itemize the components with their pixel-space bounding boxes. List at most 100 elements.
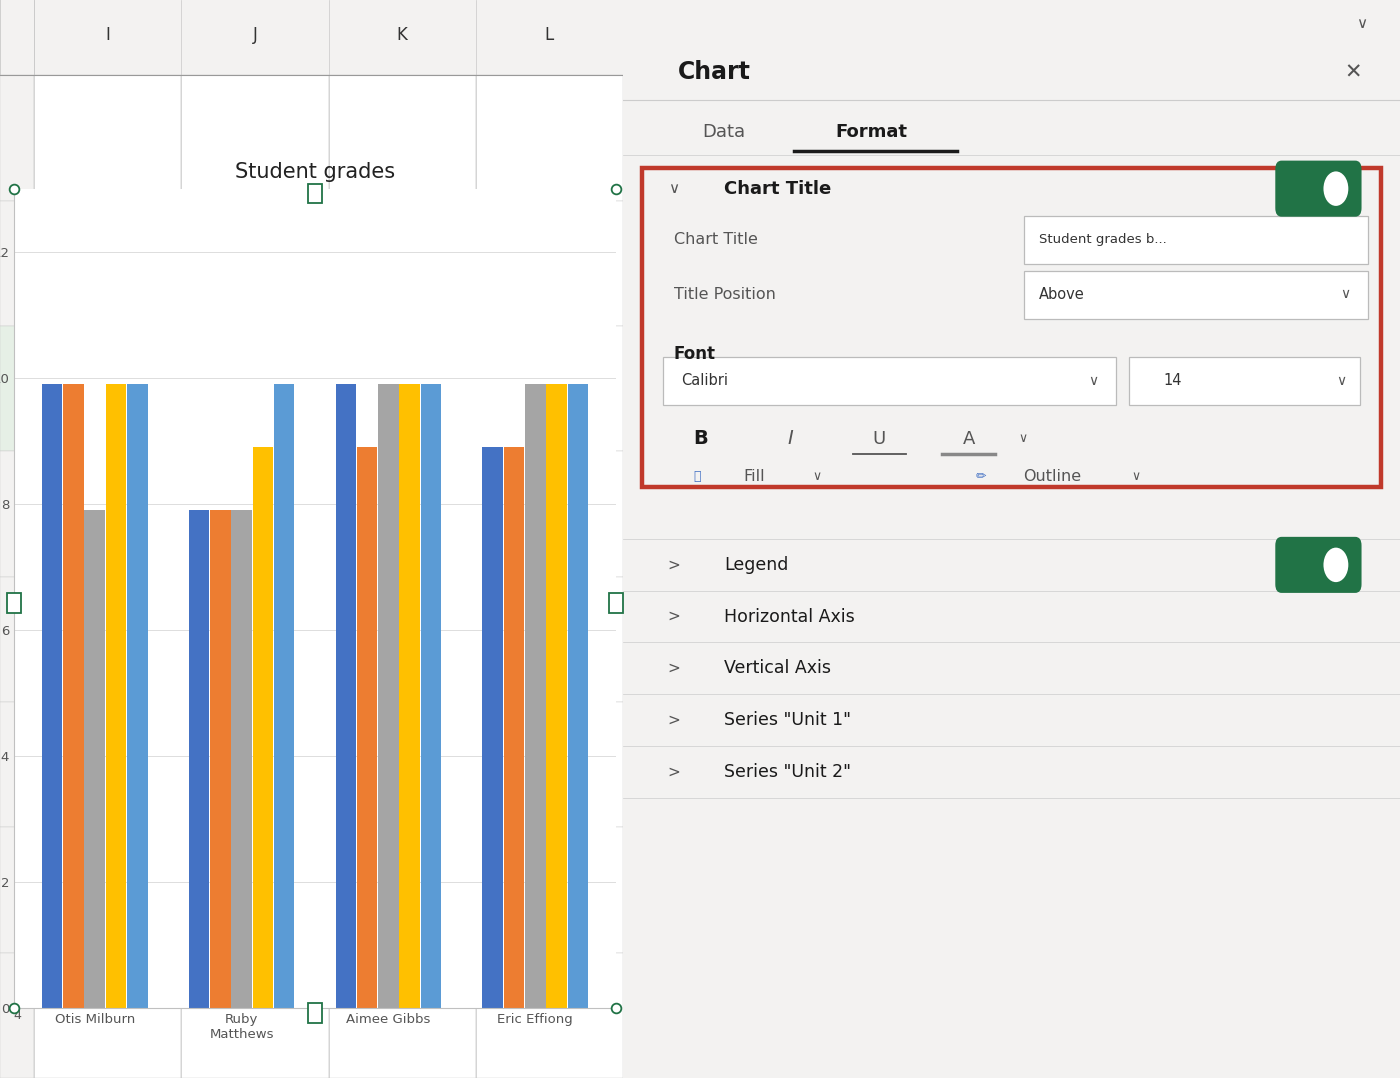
Text: ∨: ∨ (1355, 16, 1366, 31)
FancyBboxPatch shape (1023, 216, 1368, 264)
Circle shape (1323, 171, 1348, 206)
Text: Legend: Legend (724, 556, 788, 573)
Bar (210, 510, 231, 1008)
Bar (308, 1003, 322, 1023)
Bar (34, 953, 182, 1078)
Text: Series "Unit 1": Series "Unit 1" (724, 711, 851, 729)
Bar (0, 326, 34, 452)
Bar (182, 953, 329, 1078)
FancyBboxPatch shape (1275, 161, 1362, 217)
Bar (34, 201, 182, 326)
Bar (7, 593, 21, 613)
Text: Chart Title: Chart Title (673, 232, 757, 247)
Text: K: K (396, 26, 407, 44)
Bar (329, 75, 476, 201)
Text: ∨: ∨ (812, 470, 822, 483)
Bar (106, 384, 126, 1008)
Bar (476, 702, 623, 828)
Bar (182, 577, 329, 702)
Bar (0, 201, 34, 326)
Text: L: L (545, 26, 554, 44)
FancyBboxPatch shape (643, 168, 1380, 487)
Text: ✕: ✕ (1344, 63, 1362, 82)
Text: Calibri: Calibri (682, 373, 728, 388)
Text: Series "Unit 2": Series "Unit 2" (724, 763, 851, 780)
Bar (399, 384, 420, 1008)
Text: 6: 6 (13, 633, 21, 646)
Text: J: J (252, 26, 258, 44)
Text: U: U (872, 430, 886, 447)
Text: Font: Font (673, 345, 715, 362)
Text: 14: 14 (1163, 373, 1182, 388)
Bar (34, 326, 182, 452)
Bar (329, 201, 476, 326)
Bar (329, 702, 476, 828)
FancyBboxPatch shape (662, 357, 1116, 405)
Text: 2: 2 (13, 884, 21, 897)
Bar (567, 384, 588, 1008)
Bar (84, 510, 105, 1008)
Bar (476, 828, 623, 953)
Text: >: > (668, 557, 680, 572)
Bar (476, 953, 623, 1078)
Bar (546, 384, 567, 1008)
Bar (504, 447, 524, 1008)
Text: ∨: ∨ (1131, 470, 1141, 483)
Bar (231, 510, 252, 1008)
Bar (476, 201, 623, 326)
Bar (0, 0, 34, 75)
Bar (329, 577, 476, 702)
Bar (34, 75, 182, 201)
Bar (329, 452, 476, 577)
Text: ∨: ∨ (668, 181, 679, 196)
Bar (476, 326, 623, 452)
Bar (0, 702, 34, 828)
Text: Title Position: Title Position (673, 287, 776, 302)
Bar (421, 384, 441, 1008)
Bar (0, 75, 34, 201)
Text: I: I (787, 429, 792, 448)
FancyBboxPatch shape (1128, 357, 1361, 405)
Bar (0, 452, 34, 577)
Text: Above: Above (1039, 287, 1085, 302)
Bar (329, 326, 476, 452)
Text: Outline: Outline (1023, 469, 1081, 484)
Bar (609, 593, 623, 613)
Text: I: I (105, 26, 111, 44)
Text: >: > (668, 609, 680, 624)
Bar (329, 953, 476, 1078)
Bar (0, 577, 34, 702)
Bar (182, 828, 329, 953)
Text: >: > (668, 713, 680, 728)
Bar (63, 384, 84, 1008)
FancyBboxPatch shape (1275, 537, 1362, 593)
Title: Student grades: Student grades (235, 162, 395, 181)
Bar (182, 326, 329, 452)
Bar (42, 384, 63, 1008)
Bar (182, 702, 329, 828)
Circle shape (1323, 548, 1348, 582)
Bar (189, 510, 209, 1008)
Text: ∨: ∨ (1337, 374, 1347, 387)
Bar (0, 953, 34, 1078)
Bar (483, 447, 503, 1008)
Bar (182, 75, 329, 201)
Text: ∨: ∨ (1088, 374, 1098, 387)
Bar (0, 0, 623, 75)
Bar (357, 447, 378, 1008)
Text: 🪣: 🪣 (693, 470, 700, 483)
Bar (476, 577, 623, 702)
Bar (182, 452, 329, 577)
Text: Data: Data (703, 123, 746, 140)
Text: Student grades b...: Student grades b... (1039, 233, 1166, 246)
Text: >: > (668, 764, 680, 779)
Bar (476, 75, 623, 201)
Text: ∨: ∨ (1341, 288, 1351, 301)
Text: 3: 3 (13, 758, 21, 771)
Bar (34, 702, 182, 828)
Bar (34, 577, 182, 702)
Bar (336, 384, 356, 1008)
Text: ∨: ∨ (1019, 432, 1028, 445)
Text: 4: 4 (13, 1009, 21, 1022)
Bar (274, 384, 294, 1008)
